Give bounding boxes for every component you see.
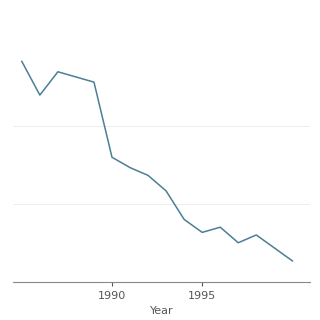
X-axis label: Year: Year xyxy=(150,306,173,316)
